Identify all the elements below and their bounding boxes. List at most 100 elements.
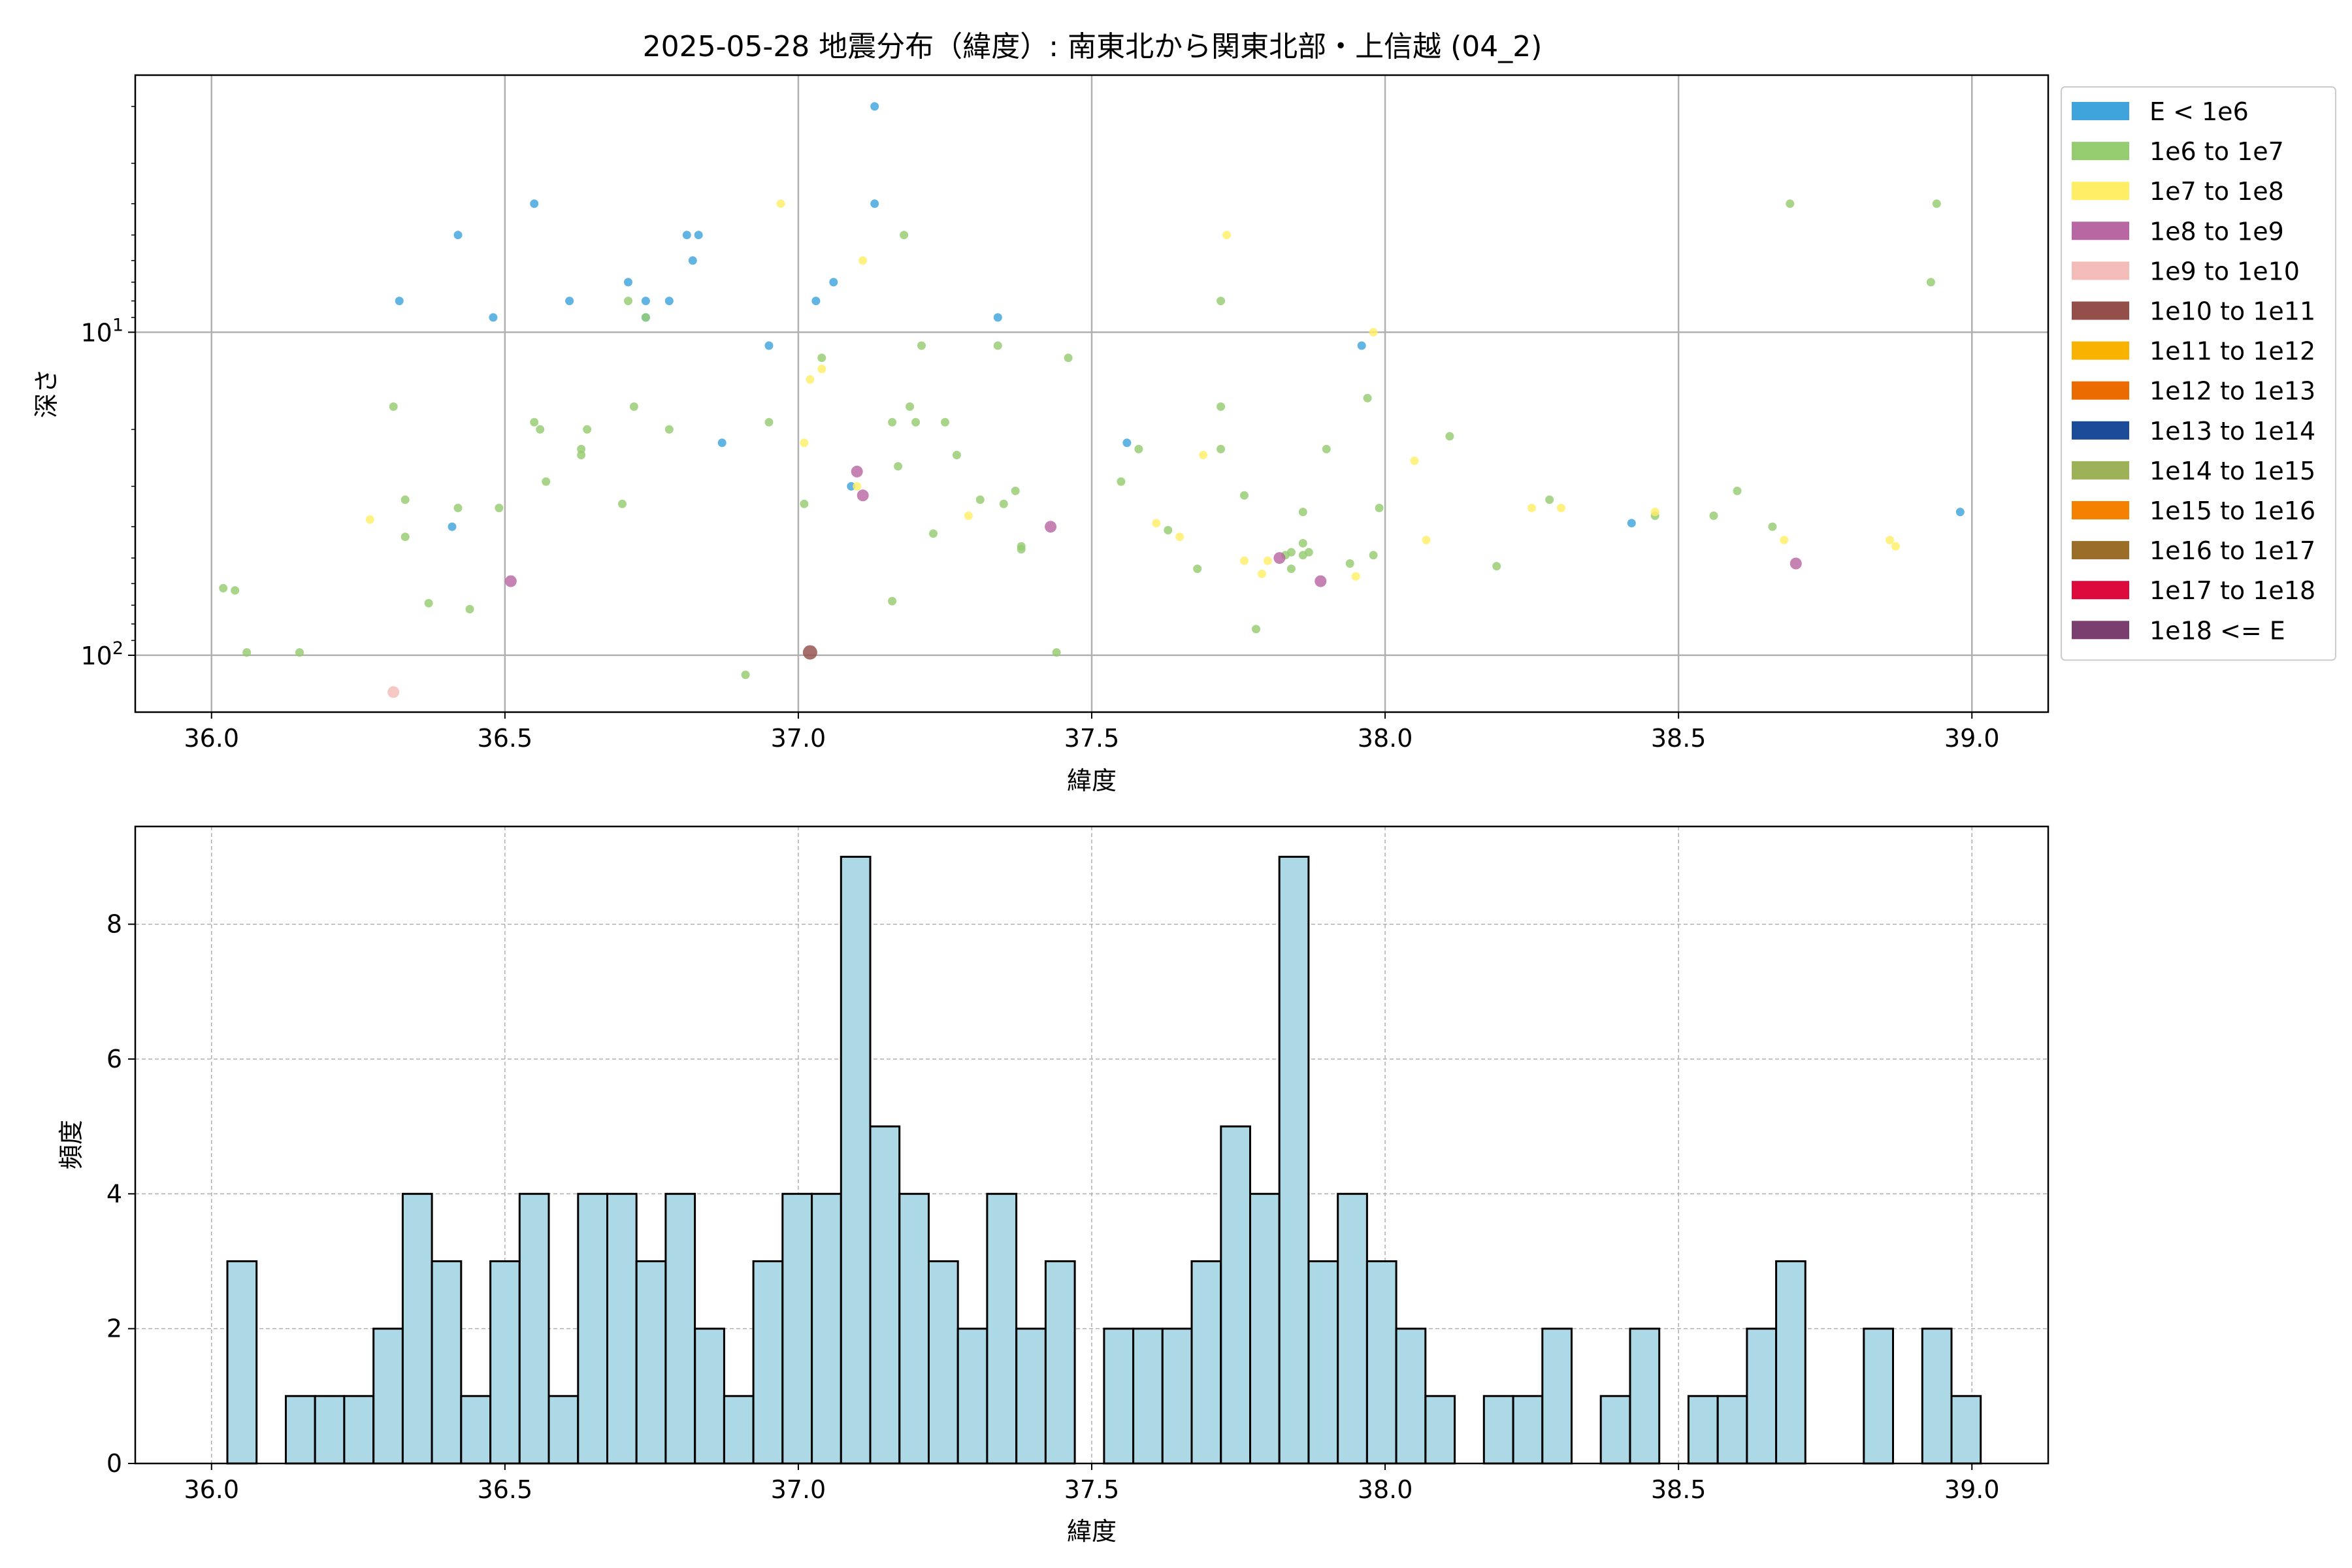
histogram-y-tick-label: 0 xyxy=(106,1449,122,1478)
scatter-point xyxy=(857,489,869,502)
scatter-point xyxy=(858,256,868,265)
scatter-point xyxy=(1650,508,1659,517)
histogram-bar xyxy=(1161,1328,1193,1465)
scatter-point xyxy=(530,417,539,427)
histogram-bar xyxy=(226,1260,258,1465)
legend-swatch xyxy=(2072,501,2129,519)
scatter-point xyxy=(1222,231,1232,240)
histogram-bar xyxy=(1395,1328,1427,1465)
scatter-point xyxy=(465,604,474,613)
scatter-point xyxy=(453,231,463,240)
scatter-x-tick-label: 38.5 xyxy=(1651,724,1707,753)
histogram-bar xyxy=(1307,1260,1339,1465)
legend-label: E < 1e6 xyxy=(2149,97,2249,126)
histogram-bar xyxy=(1746,1328,1778,1465)
scatter-point xyxy=(993,341,1002,350)
scatter-point xyxy=(911,417,921,427)
histogram-bar xyxy=(898,1192,930,1465)
histogram-bar xyxy=(343,1395,375,1465)
scatter-point xyxy=(365,515,374,524)
scatter-point xyxy=(504,575,517,587)
histogram-bar xyxy=(869,1125,901,1465)
scatter-point xyxy=(1527,504,1537,512)
scatter-point xyxy=(741,670,750,679)
scatter-x-tick-label: 39.0 xyxy=(1944,724,2000,753)
scatter-point xyxy=(941,417,949,427)
scatter-point xyxy=(800,499,809,508)
legend-label: 1e16 to 1e17 xyxy=(2149,536,2315,565)
scatter-point xyxy=(1557,504,1565,512)
histogram-bar xyxy=(1512,1395,1544,1465)
legend-swatch xyxy=(2072,461,2129,480)
scatter-point xyxy=(542,477,551,486)
scatter-y-ticks: 101 102 xyxy=(80,106,135,670)
scatter-point xyxy=(776,199,785,208)
histogram-bar xyxy=(1132,1328,1164,1465)
scatter-point xyxy=(682,231,691,240)
histogram-bar xyxy=(723,1395,755,1465)
scatter-point xyxy=(231,586,240,595)
legend-label: 1e10 to 1e11 xyxy=(2149,297,2315,326)
scatter-point xyxy=(900,231,909,240)
histogram-y-ticks: 0 2 4 6 8 xyxy=(106,910,135,1478)
legend-swatch xyxy=(2072,261,2129,280)
scatter-point xyxy=(242,648,252,657)
legend-label: 1e18 <= E xyxy=(2149,616,2285,645)
legend-swatch xyxy=(2072,341,2129,360)
scatter-point xyxy=(1298,539,1307,547)
scatter-point xyxy=(894,462,903,471)
scatter-point xyxy=(641,297,650,306)
legend-swatch xyxy=(2072,182,2129,201)
scatter-point xyxy=(888,417,897,427)
histogram-bar xyxy=(431,1260,463,1465)
legend-label: 1e17 to 1e18 xyxy=(2149,576,2315,605)
scatter-x-tick-label: 37.0 xyxy=(771,724,826,753)
scatter-point xyxy=(1122,438,1132,448)
scatter-point xyxy=(565,297,574,306)
scatter-point xyxy=(1369,551,1378,560)
scatter-point xyxy=(1263,556,1272,565)
histogram-bar xyxy=(1716,1395,1748,1465)
histogram-bar xyxy=(285,1395,316,1465)
legend-swatch xyxy=(2072,221,2129,240)
histogram-bar xyxy=(1044,1260,1076,1465)
scatter-point xyxy=(1627,519,1636,528)
scatter-point xyxy=(1134,444,1143,453)
histogram-bar xyxy=(1629,1328,1661,1465)
scatter-point xyxy=(851,465,863,478)
legend-label: 1e14 to 1e15 xyxy=(2149,457,2315,485)
scatter-point xyxy=(664,297,674,306)
scatter-point xyxy=(817,365,826,374)
histogram-bar xyxy=(1278,855,1310,1465)
histogram-x-tick-label: 39.0 xyxy=(1944,1475,2000,1504)
scatter-point xyxy=(1955,508,1965,517)
scatter-point xyxy=(495,504,504,512)
scatter-point xyxy=(1045,521,1057,533)
scatter-point xyxy=(847,482,856,491)
scatter-point xyxy=(624,297,632,306)
scatter-point xyxy=(1240,491,1249,500)
scatter-point xyxy=(1298,508,1307,517)
scatter-point xyxy=(1315,575,1327,587)
scatter-point xyxy=(1780,536,1789,545)
scatter-grid xyxy=(135,75,2048,712)
scatter-point xyxy=(400,495,410,504)
scatter-point xyxy=(1199,451,1208,459)
scatter-point xyxy=(870,102,879,111)
scatter-x-ticks: 36.0 36.5 37.0 37.5 38.0 38.5 39.0 xyxy=(184,712,2000,753)
scatter-point xyxy=(1240,556,1249,565)
scatter-point xyxy=(999,499,1008,508)
scatter-point xyxy=(395,297,404,306)
scatter-point xyxy=(811,297,821,306)
histogram-bars xyxy=(226,855,1982,1465)
scatter-point xyxy=(1152,519,1161,528)
histogram-bar xyxy=(372,1328,404,1465)
scatter-point xyxy=(1252,625,1260,634)
histogram-bar xyxy=(460,1395,491,1465)
scatter-point xyxy=(717,438,727,448)
histogram-bar xyxy=(840,855,872,1465)
scatter-point xyxy=(1273,552,1286,564)
scatter-point xyxy=(1164,526,1173,534)
legend-swatch xyxy=(2072,381,2129,400)
legend-swatch xyxy=(2072,541,2129,560)
